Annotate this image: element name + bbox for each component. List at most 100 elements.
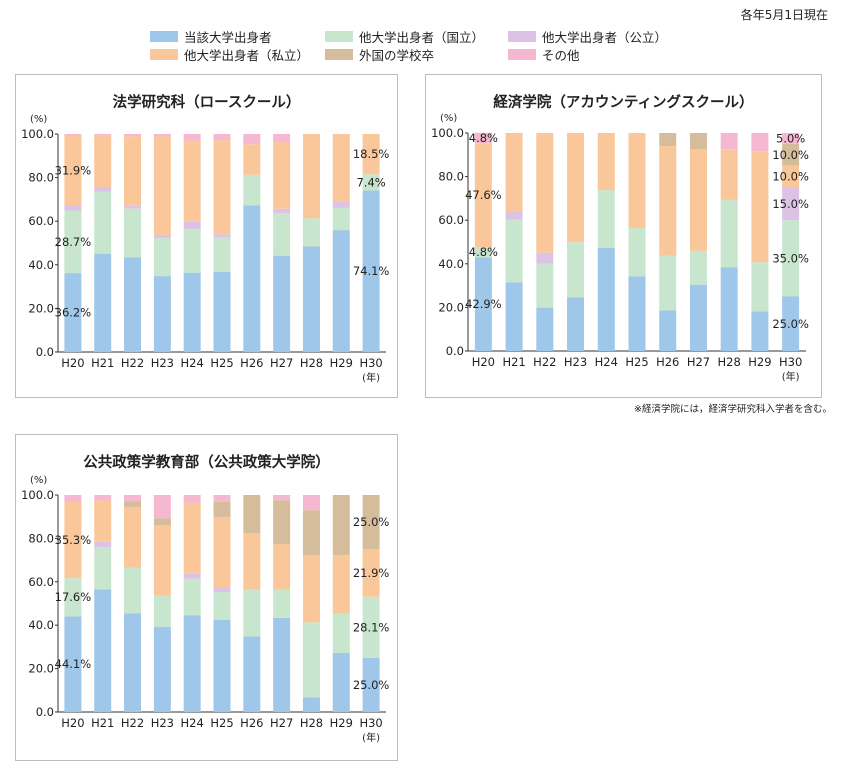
y-tick-label: 80.0 bbox=[28, 171, 54, 185]
bar-segment bbox=[183, 221, 201, 230]
bar-segment bbox=[628, 276, 646, 351]
bar-segment bbox=[64, 134, 82, 136]
bar-segment bbox=[153, 595, 171, 627]
bar-segment bbox=[94, 495, 112, 501]
bar-segment bbox=[782, 220, 800, 297]
bar-segment bbox=[64, 273, 82, 352]
bar-segment bbox=[273, 134, 291, 143]
bar-segment bbox=[213, 501, 231, 517]
bar-segment bbox=[362, 495, 380, 550]
bar-segment bbox=[124, 136, 142, 206]
bar-segment bbox=[94, 500, 112, 542]
bar-segment bbox=[64, 495, 82, 502]
x-tick-label: H23 bbox=[564, 355, 587, 369]
x-tick-label: H24 bbox=[595, 355, 618, 369]
data-label: 35.0% bbox=[772, 251, 809, 265]
bar-segment bbox=[751, 311, 769, 351]
bar-segment bbox=[302, 495, 320, 511]
y-tick-label: 20.0 bbox=[438, 300, 464, 314]
legend-swatch bbox=[508, 31, 536, 42]
bar-segment bbox=[628, 228, 646, 277]
bar-segment bbox=[124, 495, 142, 502]
chart-svg: 0.0 20.0 40.0 60.0 80.0 100.0 (%) H20 H21 H22 H23 H… bbox=[21, 114, 389, 384]
data-label: 15.0% bbox=[772, 197, 809, 211]
bar-segment bbox=[332, 134, 350, 202]
chart-title: 法学研究科（ロースクール） bbox=[112, 95, 301, 111]
bar-segment bbox=[362, 549, 380, 597]
bar-segment bbox=[124, 567, 142, 614]
bar-segment bbox=[567, 297, 585, 351]
x-tick-label: H29 bbox=[748, 355, 771, 369]
bar-segment bbox=[213, 592, 231, 620]
y-tick-label: 0.0 bbox=[36, 705, 54, 719]
x-tick-label: H25 bbox=[210, 716, 233, 730]
bar-segment bbox=[243, 205, 261, 352]
bar-segment bbox=[689, 250, 707, 285]
legend-label: 外国の学校卒 bbox=[359, 48, 435, 63]
bar-segment bbox=[720, 199, 738, 268]
bar-segment bbox=[332, 201, 350, 208]
y-tick-label: 20.0 bbox=[28, 301, 54, 315]
bar-segment bbox=[183, 578, 201, 616]
bar-segment bbox=[153, 134, 171, 137]
bar-segment bbox=[332, 230, 350, 352]
y-tick-label: 80.0 bbox=[28, 531, 54, 545]
bar-segment bbox=[751, 151, 769, 263]
bar-segment bbox=[474, 257, 492, 351]
bar-segment bbox=[153, 234, 171, 239]
x-tick-label: H23 bbox=[151, 716, 174, 730]
y-tick-label: 100.0 bbox=[21, 127, 54, 141]
bar-segment bbox=[332, 207, 350, 231]
bar-segment bbox=[302, 622, 320, 698]
bar-segment bbox=[94, 253, 112, 352]
bar-segment bbox=[243, 144, 261, 175]
bar-segment bbox=[153, 518, 171, 526]
x-tick-label: H26 bbox=[240, 716, 263, 730]
chart-title: 経済学院（アカウンティングスクール） bbox=[493, 95, 754, 111]
bar-segment bbox=[567, 242, 585, 298]
data-label: 42.9% bbox=[465, 297, 502, 311]
legend-label: 当該大学出身者 bbox=[184, 30, 272, 45]
y-tick-label: 0.0 bbox=[446, 344, 464, 358]
bar-segment bbox=[536, 263, 554, 308]
bar-segment bbox=[64, 210, 82, 274]
bar-segment bbox=[213, 587, 231, 593]
bar-segment bbox=[94, 135, 112, 187]
bar-segment bbox=[302, 555, 320, 623]
y-tick-label: 60.0 bbox=[28, 214, 54, 228]
y-tick-label: 60.0 bbox=[438, 213, 464, 227]
bar-segment bbox=[720, 133, 738, 150]
bar-segment bbox=[689, 284, 707, 351]
bar-segment bbox=[273, 208, 291, 214]
x-tick-label: H20 bbox=[61, 716, 84, 730]
bar-segment bbox=[94, 547, 112, 590]
legend-swatch bbox=[325, 49, 353, 60]
bar-segment bbox=[273, 589, 291, 618]
bar-segment bbox=[689, 133, 707, 150]
x-tick-label: H22 bbox=[121, 716, 144, 730]
data-label: 7.4% bbox=[356, 175, 385, 189]
x-tick-label: H27 bbox=[270, 356, 293, 370]
bar-segment bbox=[153, 238, 171, 277]
legend-swatch bbox=[150, 49, 178, 60]
data-label: 36.2% bbox=[55, 306, 92, 320]
data-label: 28.1% bbox=[353, 620, 390, 634]
bar-segment bbox=[213, 134, 231, 141]
bar-segment bbox=[124, 506, 142, 568]
bar-segment bbox=[124, 501, 142, 507]
bar-segment bbox=[332, 495, 350, 556]
data-label: 4.8% bbox=[469, 245, 498, 259]
bar-segment bbox=[505, 219, 523, 283]
x-tick-label: H24 bbox=[181, 356, 204, 370]
legend-label: その他 bbox=[542, 48, 580, 63]
bar-segment bbox=[505, 282, 523, 351]
y-tick-label: 40.0 bbox=[28, 258, 54, 272]
bar-segment bbox=[505, 133, 523, 212]
x-tick-label: H25 bbox=[210, 356, 233, 370]
bar-segment bbox=[782, 165, 800, 188]
x-tick-label: H21 bbox=[91, 356, 114, 370]
bar-segment bbox=[64, 616, 82, 712]
x-tick-label: H26 bbox=[240, 356, 263, 370]
bar-segment bbox=[243, 495, 261, 533]
bar-segment bbox=[536, 252, 554, 264]
